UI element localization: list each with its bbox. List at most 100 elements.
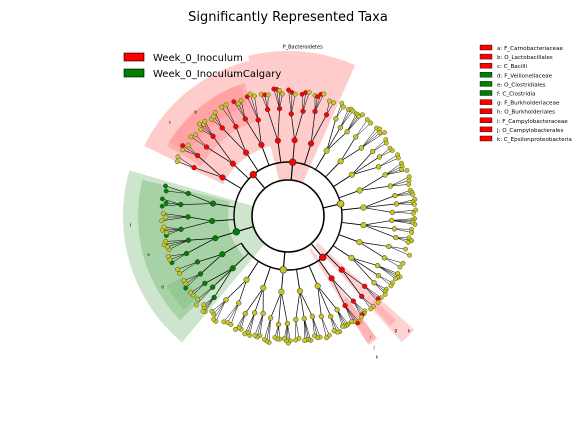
node-order xyxy=(393,234,399,241)
branch-leaf xyxy=(259,313,264,336)
branch-leaf xyxy=(213,299,227,315)
branch-leaf xyxy=(162,229,182,231)
node-order xyxy=(185,237,192,243)
branch-class xyxy=(232,163,250,180)
node-class xyxy=(258,141,265,148)
node-leaf xyxy=(160,211,166,216)
node-leaf xyxy=(211,316,216,322)
node-class xyxy=(229,265,236,272)
branch-leaf xyxy=(361,128,380,149)
branch-order xyxy=(351,151,373,175)
clade-label-j: j xyxy=(372,345,374,350)
node-order xyxy=(318,313,324,320)
node-leaf xyxy=(165,254,171,259)
node-leaf xyxy=(231,99,237,105)
clade-g-shade xyxy=(369,299,396,326)
node-leaf xyxy=(405,240,411,245)
branch-class xyxy=(232,252,250,269)
node-order xyxy=(358,293,365,300)
node-leaf xyxy=(286,87,291,93)
node-order xyxy=(392,192,398,199)
node-order xyxy=(242,310,248,317)
branch-order xyxy=(212,136,234,164)
node-leaf xyxy=(393,276,398,282)
branch-leaf xyxy=(195,134,207,148)
node-leaf xyxy=(180,147,185,153)
node-order xyxy=(252,310,258,316)
branch-leaf xyxy=(361,132,381,149)
taxa-legend-swatch-7 xyxy=(479,108,493,114)
branch-order xyxy=(197,253,223,263)
branch-leaf xyxy=(361,132,385,149)
node-order xyxy=(393,201,400,207)
node-phylum-2 xyxy=(336,200,345,208)
tree-nodes xyxy=(159,86,419,346)
branch-leaf xyxy=(254,313,264,336)
branch-leaf xyxy=(394,192,413,196)
node-order xyxy=(387,183,393,189)
node-class xyxy=(360,222,367,229)
node-leaf xyxy=(163,188,169,194)
branch-order xyxy=(351,257,375,283)
clade-label-h: h xyxy=(408,329,411,334)
taxa-legend-label-3: d: F_Veillonellaceae xyxy=(497,73,553,79)
branch-leaf xyxy=(256,313,264,338)
node-leaf xyxy=(201,302,207,308)
taxa-legend-swatch-3 xyxy=(479,72,493,78)
branch-leaf xyxy=(336,309,347,326)
node-leaf xyxy=(247,91,253,97)
branch-leaf xyxy=(396,201,414,205)
node-class xyxy=(260,284,267,291)
node-leaf xyxy=(409,230,415,235)
taxa-legend-swatch-9 xyxy=(479,126,493,133)
branch-leaf xyxy=(162,204,181,207)
branch-class xyxy=(212,203,235,208)
branch-leaf xyxy=(346,113,357,132)
branch-leaf xyxy=(288,89,292,114)
node-leaf xyxy=(238,98,244,103)
node-order xyxy=(374,262,381,269)
branch-leaf xyxy=(364,286,382,298)
branch-order xyxy=(180,203,214,205)
node-class xyxy=(348,171,355,178)
taxa-legend: a: F_Carnobacteriaceae b: O_Lactobacillal… xyxy=(479,44,572,143)
branch-order xyxy=(270,291,282,319)
node-leaf xyxy=(180,143,186,149)
branch-class xyxy=(296,269,301,292)
branch-leaf xyxy=(171,253,187,263)
branch-leaf xyxy=(249,312,255,336)
branch-leaf xyxy=(182,149,198,156)
node-leaf xyxy=(395,155,401,161)
node-leaf xyxy=(163,214,169,220)
node-leaf xyxy=(410,210,416,216)
node-leaf xyxy=(159,196,165,202)
clade-label-c: c xyxy=(169,120,171,125)
node-order xyxy=(389,209,395,216)
branch-leaf xyxy=(163,213,189,218)
branch-order xyxy=(310,114,327,144)
branch-class xyxy=(325,253,343,271)
branch-leaf xyxy=(330,316,338,333)
clade-label-d: d xyxy=(161,285,164,290)
node-leaf xyxy=(175,266,181,272)
node-order xyxy=(328,313,334,320)
node-class xyxy=(291,137,298,144)
root-ring xyxy=(251,179,325,253)
branch-leaf xyxy=(336,309,345,327)
branch-order xyxy=(206,146,234,164)
branch-leaf xyxy=(321,316,330,336)
branch-order xyxy=(295,291,301,320)
branch-leaf xyxy=(169,253,187,260)
branch-leaf xyxy=(204,121,214,137)
taxa-legend-swatch-0 xyxy=(479,44,493,51)
node-leaf xyxy=(413,207,419,213)
taxa-legend-label-1: b: O_Lactobacillales xyxy=(497,55,553,61)
branch-order xyxy=(197,155,223,178)
node-order xyxy=(386,243,392,250)
node-order xyxy=(337,124,344,131)
node-class xyxy=(338,266,345,273)
node-leaf xyxy=(195,296,201,302)
node-order xyxy=(293,316,299,323)
branch-leaf xyxy=(312,316,321,338)
